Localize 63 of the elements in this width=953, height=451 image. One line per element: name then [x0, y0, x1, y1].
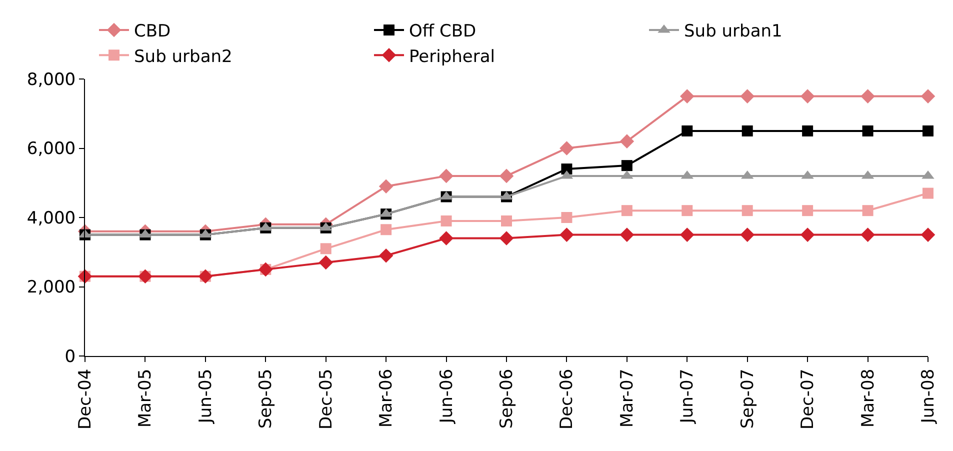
point [860, 228, 875, 242]
point [318, 255, 334, 270]
point [862, 125, 874, 136]
x-tick-label: Dec-05 [316, 368, 336, 430]
point [378, 179, 394, 194]
point [742, 205, 753, 216]
point [802, 205, 814, 216]
point [439, 168, 454, 184]
x-tick-label: Jun-05 [196, 368, 216, 424]
legend-label: Off CBD [409, 22, 476, 42]
point [380, 224, 392, 236]
x-tick-label: Dec-06 [557, 368, 578, 430]
point [682, 205, 693, 216]
point [499, 231, 514, 246]
point [501, 215, 512, 226]
x-tick-label: Dec-04 [76, 368, 96, 430]
point [320, 243, 332, 254]
point [742, 125, 753, 136]
point [802, 125, 814, 136]
x-tick-label: Sep-05 [256, 368, 276, 429]
y-tick-label: 2,000 [26, 278, 76, 298]
legend-label: Sub urban1 [684, 22, 782, 42]
legend-label: Sub urban2 [134, 46, 232, 67]
point [620, 134, 634, 148]
x-tick-label: Dec-07 [798, 368, 818, 430]
point [680, 89, 694, 104]
point [499, 168, 514, 184]
point [440, 215, 452, 226]
x-tick-label: Jun-08 [918, 368, 939, 424]
point [378, 248, 394, 263]
point [682, 125, 693, 136]
point [560, 141, 574, 156]
point [920, 89, 936, 104]
point [922, 125, 934, 136]
y-tick-label: 6,000 [26, 139, 76, 160]
point [621, 160, 632, 172]
point [620, 228, 634, 242]
legend-label: CBD [134, 22, 171, 42]
point [740, 89, 755, 104]
point [800, 228, 815, 242]
x-tick-label: Sep-07 [738, 368, 758, 429]
y-tick-label: 4,000 [26, 208, 76, 228]
x-tick-label: Jun-07 [678, 368, 698, 424]
x-tick-label: Mar-05 [136, 368, 156, 428]
point [439, 231, 454, 246]
y-tick-label: 8,000 [26, 70, 76, 90]
point [860, 89, 875, 104]
x-tick-label: Mar-07 [617, 368, 638, 428]
x-tick-label: Mar-08 [858, 368, 878, 428]
point [740, 228, 755, 242]
point [561, 212, 572, 223]
x-tick-label: Mar-06 [376, 368, 397, 428]
y-tick-label: 0 [64, 346, 76, 367]
point [800, 89, 815, 104]
x-tick-label: Sep-06 [497, 368, 518, 429]
point [920, 228, 936, 242]
point [862, 205, 874, 216]
point [922, 188, 934, 199]
point [560, 228, 574, 242]
x-tick-label: Jun-06 [436, 368, 457, 424]
legend-label: Peripheral [409, 46, 495, 67]
point [680, 228, 694, 242]
point [621, 205, 632, 216]
